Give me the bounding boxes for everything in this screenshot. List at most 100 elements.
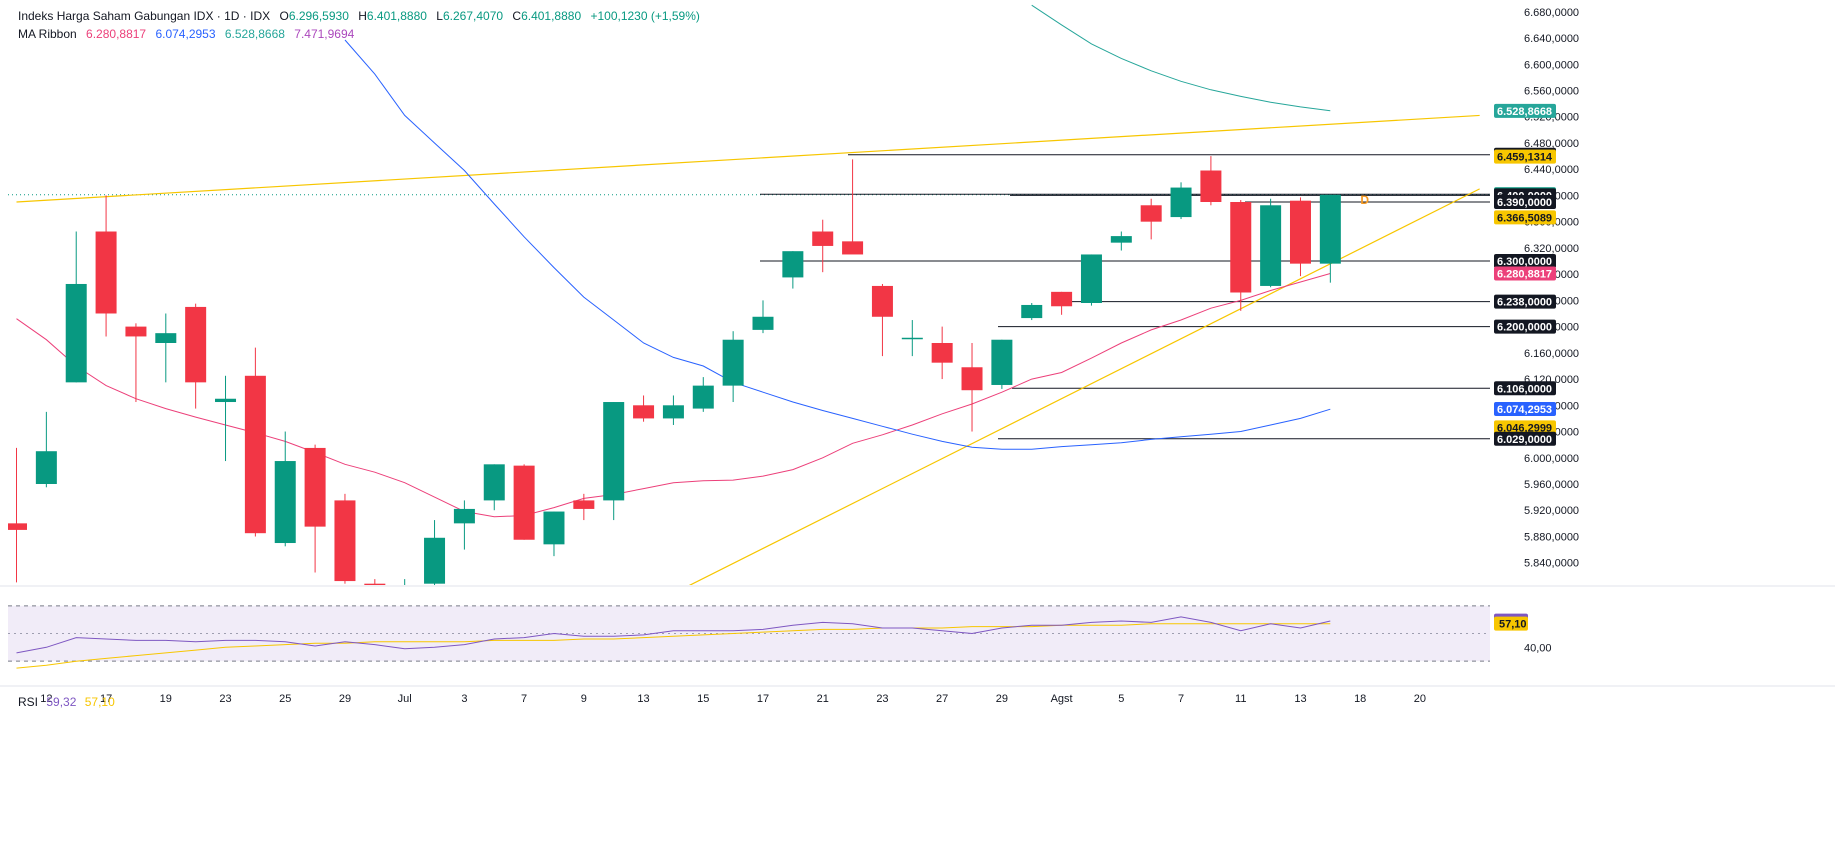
ohlc-low: L6.267,4070 — [436, 9, 503, 23]
price-label-box — [1494, 294, 1556, 309]
price-label-text: 6.300,0000 — [1497, 256, 1552, 268]
x-tick-label: 9 — [581, 693, 587, 705]
candle-body[interactable] — [95, 231, 117, 314]
x-tick-label: 3 — [461, 693, 467, 705]
x-tick-label: 5 — [1118, 693, 1124, 705]
candle-body[interactable] — [1200, 170, 1222, 202]
y-tick-label: 6.680,0000 — [1524, 7, 1579, 19]
candle-body[interactable] — [35, 451, 57, 485]
candle-body[interactable] — [513, 465, 535, 540]
y-tick-label: 5.880,0000 — [1524, 531, 1579, 543]
candle-body[interactable] — [991, 339, 1013, 385]
ma-line-2 — [344, 39, 1331, 450]
candle-body[interactable] — [1319, 194, 1341, 264]
ma-ribbon-header: MA Ribbon 6.280,8817 6.074,2953 6.528,86… — [18, 27, 360, 41]
event-marker[interactable]: D — [1360, 193, 1369, 207]
x-tick-label: Jul — [398, 693, 412, 705]
x-tick-label: 27 — [936, 693, 948, 705]
ma-value-1: 6.280,8817 — [86, 27, 147, 41]
candle-body[interactable] — [125, 326, 147, 337]
price-label-box — [1494, 210, 1556, 225]
candle-body[interactable] — [1021, 304, 1043, 319]
candle-body[interactable] — [1110, 236, 1132, 243]
candle-body[interactable] — [1289, 200, 1311, 264]
candle-body[interactable] — [304, 447, 326, 527]
candle-body[interactable] — [842, 241, 864, 255]
candle-body[interactable] — [752, 316, 774, 330]
ohlc-high: H6.401,8880 — [358, 9, 427, 23]
open-value: 6.296,5930 — [288, 9, 349, 23]
x-tick-label: 7 — [521, 693, 527, 705]
candle-body[interactable] — [185, 306, 207, 383]
candle-body[interactable] — [573, 500, 595, 509]
candle-body[interactable] — [782, 251, 804, 278]
x-tick-label: 25 — [279, 693, 291, 705]
rsi-y-tick-label: 40,00 — [1524, 642, 1552, 654]
symbol-title[interactable]: Indeks Harga Saham Gabungan IDX · 1D · I… — [18, 9, 271, 23]
candle-body[interactable] — [901, 337, 923, 340]
candle-body[interactable] — [662, 405, 684, 419]
x-tick-label: 15 — [697, 693, 709, 705]
candle-body[interactable] — [364, 583, 386, 593]
candle-body[interactable] — [692, 385, 714, 409]
rsi-header: RSI 59,32 57,10 — [18, 695, 120, 709]
trendline-lower-support[interactable] — [682, 188, 1480, 589]
price-label-text: 6.528,8668 — [1497, 106, 1552, 118]
price-label-box — [1494, 381, 1556, 396]
candle-body[interactable] — [543, 511, 565, 545]
rsi-label[interactable]: RSI — [18, 695, 39, 709]
ohlc-open: O6.296,5930 — [279, 9, 348, 23]
high-label: H — [358, 9, 367, 23]
ma-line-3 — [1031, 4, 1331, 112]
candle-body[interactable] — [812, 231, 834, 246]
candle-body[interactable] — [1170, 187, 1192, 218]
candle-body[interactable] — [633, 405, 655, 419]
price-label-box — [1494, 431, 1556, 446]
candle-body[interactable] — [215, 398, 237, 403]
candle-body[interactable] — [1230, 201, 1252, 293]
symbol-header: Indeks Harga Saham Gabungan IDX · 1D · I… — [18, 9, 706, 23]
ma-ribbon-label[interactable]: MA Ribbon — [18, 27, 77, 41]
price-label-text: 6.366,5089 — [1497, 212, 1552, 224]
candle-body[interactable] — [244, 375, 266, 534]
x-tick-label: 11 — [1235, 693, 1246, 705]
x-tick-label: 17 — [757, 693, 769, 705]
candle-body[interactable] — [931, 342, 953, 363]
candle-body[interactable] — [274, 461, 296, 544]
y-tick-label: 6.600,0000 — [1524, 59, 1579, 71]
low-value: 6.267,4070 — [442, 9, 504, 23]
change-value: +100,1230 (+1,59%) — [590, 9, 700, 23]
candle-body[interactable] — [334, 500, 356, 582]
candle-body[interactable] — [1051, 291, 1073, 307]
y-tick-label: 6.560,0000 — [1524, 86, 1579, 98]
price-label-text: 6.074,2953 — [1497, 404, 1552, 416]
ohlc-close: C6.401,8880 — [512, 9, 581, 23]
candle-body[interactable] — [424, 537, 446, 584]
price-label-box — [1494, 402, 1556, 417]
candle-body[interactable] — [871, 285, 893, 317]
x-tick-label: 13 — [637, 693, 649, 705]
candle-body[interactable] — [65, 283, 87, 383]
price-label-text: 6.106,0000 — [1497, 383, 1552, 395]
price-label-text: 6.046,2999 — [1497, 422, 1552, 434]
candle-body[interactable] — [961, 367, 983, 391]
price-label-box — [1494, 319, 1556, 334]
rsi-ma-line — [16, 623, 1331, 669]
candle-body[interactable] — [1140, 205, 1162, 222]
ma-value-4: 7.471,9694 — [294, 27, 355, 41]
candle-body[interactable] — [453, 508, 475, 524]
trendline-upper-resistance[interactable] — [16, 114, 1480, 203]
candle-body[interactable] — [394, 586, 415, 596]
candle-body[interactable] — [155, 333, 177, 343]
candle-body[interactable] — [603, 402, 625, 501]
candle-body[interactable] — [1080, 254, 1102, 303]
price-label-text: 6.238,0000 — [1497, 297, 1552, 309]
candle-body[interactable] — [1260, 205, 1282, 286]
candle-body[interactable] — [6, 523, 27, 530]
x-tick-label: 19 — [160, 693, 172, 705]
y-tick-label: 6.480,0000 — [1524, 138, 1579, 150]
candle-body[interactable] — [722, 339, 744, 386]
candle-body[interactable] — [483, 464, 505, 501]
